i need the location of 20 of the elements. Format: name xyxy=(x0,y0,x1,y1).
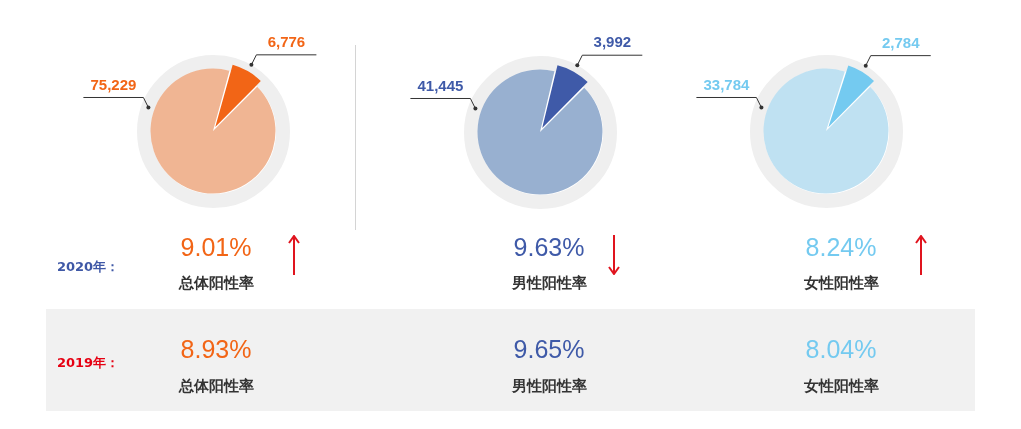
text: 总体阳性率 xyxy=(178,376,254,395)
data-label: 75,229 xyxy=(90,75,137,93)
text: 2019年： xyxy=(56,354,120,370)
data-label: 33,784 xyxy=(703,75,750,93)
text: 男性阳性率 xyxy=(511,376,587,395)
text: 8.93% xyxy=(180,334,252,363)
data-label: 3,992 xyxy=(593,33,632,51)
text: 8.24% xyxy=(805,232,877,261)
text: 女性阳性率 xyxy=(803,376,879,395)
text: 9.63% xyxy=(513,232,585,261)
text: 总体阳性率 xyxy=(178,273,254,292)
data-label: 6,776 xyxy=(267,32,306,50)
text: 9.01% xyxy=(180,232,252,261)
data-label: 2,784 xyxy=(881,33,921,51)
data-label: 41,445 xyxy=(417,76,464,94)
text: 男性阳性率 xyxy=(511,273,587,292)
text: 8.04% xyxy=(805,334,877,363)
text: 9.65% xyxy=(513,334,585,363)
text: 女性阳性率 xyxy=(803,273,879,292)
text: 2020年： xyxy=(56,258,120,274)
